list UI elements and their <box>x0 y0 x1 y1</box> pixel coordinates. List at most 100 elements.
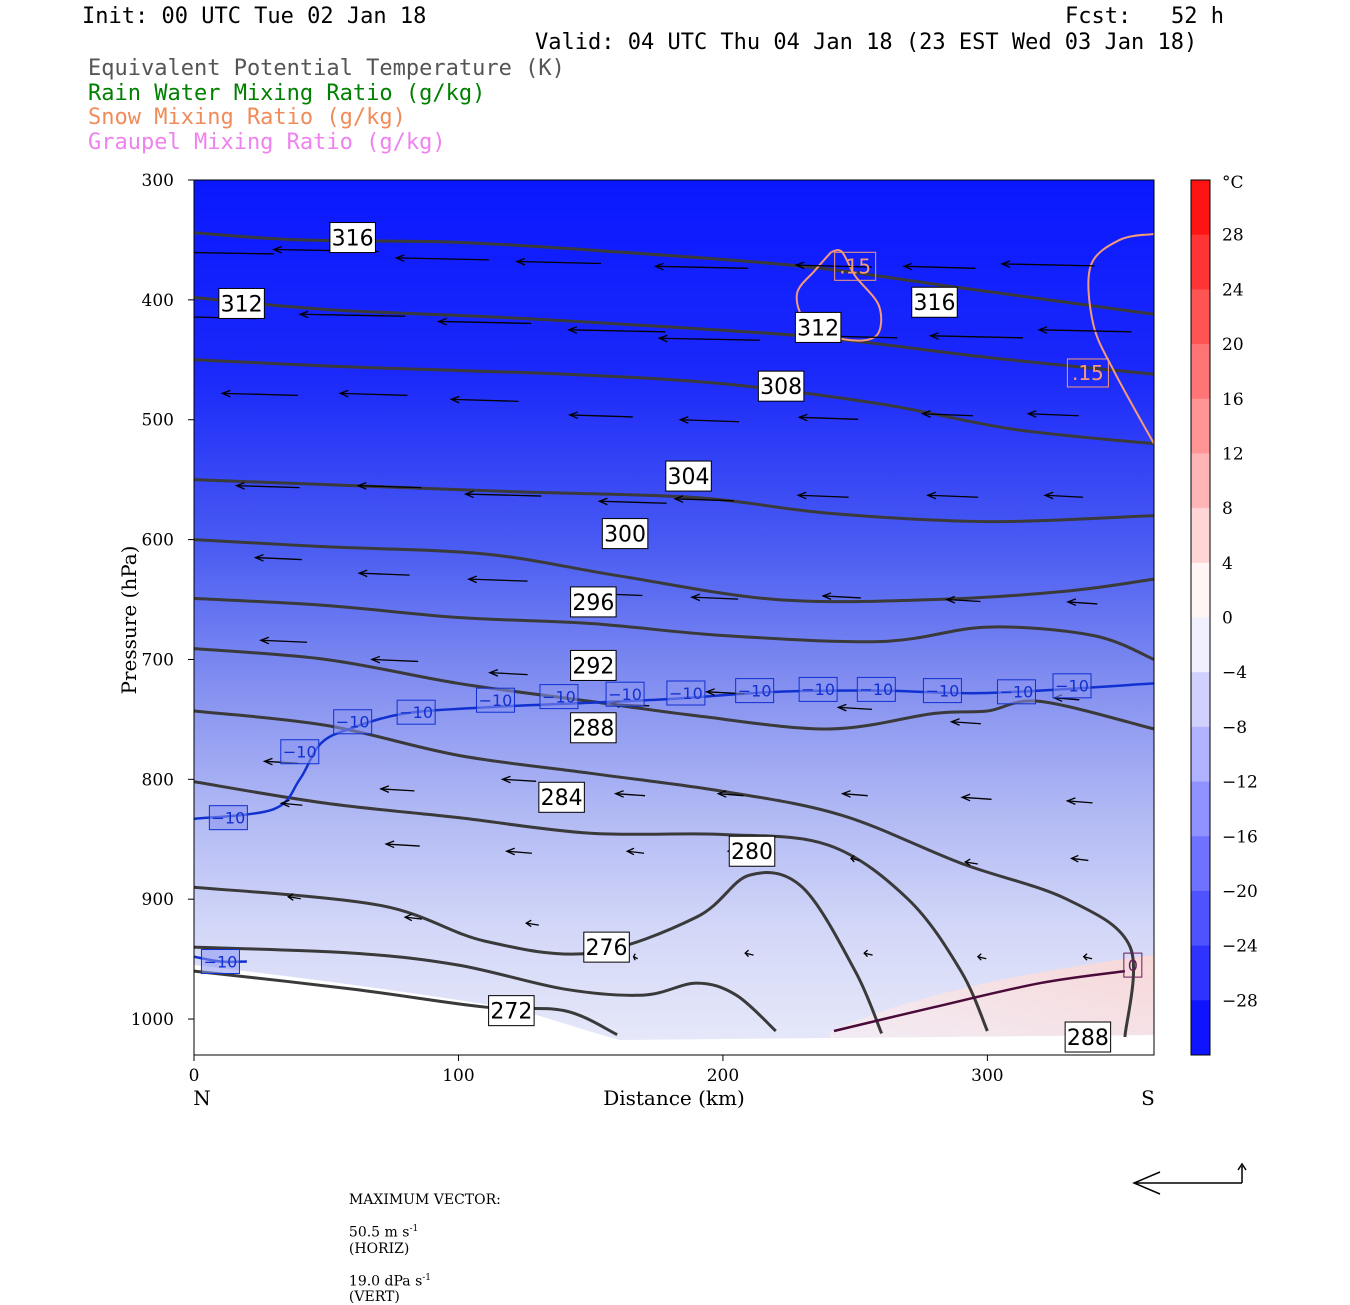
wind-vector <box>436 317 532 326</box>
temperature-label: −10 <box>1052 673 1092 699</box>
wind-vector <box>902 262 976 271</box>
legend-snow: Snow Mixing Ratio (g/kg) <box>88 105 406 130</box>
svg-text:312: 312 <box>221 292 263 317</box>
wind-vector <box>678 416 740 424</box>
colorbar-tick-label: −20 <box>1222 882 1258 902</box>
temperature-label: −10 <box>856 676 896 702</box>
colorbar-tick-label: 24 <box>1222 280 1244 300</box>
y-tick-label: 500 <box>142 411 174 431</box>
colorbar-swatch <box>1191 1000 1210 1056</box>
y-tick-label: 700 <box>142 650 174 670</box>
colorbar-tick-label: 0 <box>1222 609 1233 629</box>
legend-graupel: Graupel Mixing Ratio (g/kg) <box>88 130 446 155</box>
temperature-label: −10 <box>208 805 248 831</box>
temperature-label: −10 <box>475 687 515 713</box>
wind-vector <box>1000 260 1095 268</box>
wind-vector <box>597 497 667 506</box>
wind-vector <box>568 411 633 420</box>
colorbar-tick-label: 8 <box>1222 499 1233 519</box>
wind-vector <box>259 636 308 645</box>
y-tick-label: 600 <box>142 531 174 551</box>
max-vector-line: MAXIMUM VECTOR: 50.5 m s-1 (HORIZ) 19.0 … <box>340 1176 501 1305</box>
y-tick-label: 400 <box>142 291 174 311</box>
wind-vector <box>1037 326 1132 334</box>
svg-text:−10: −10 <box>1055 677 1089 696</box>
svg-text:−10: −10 <box>399 703 433 722</box>
svg-text:292: 292 <box>572 654 614 679</box>
colorbar-swatch <box>1191 781 1210 837</box>
colorbar-tick-label: −4 <box>1222 663 1247 683</box>
x-tick-label: 200 <box>707 1066 739 1086</box>
wind-vector <box>194 251 274 255</box>
vert-unit: (VERT) <box>348 1289 400 1305</box>
theta-e-label: 316 <box>911 286 958 318</box>
svg-text:−10: −10 <box>283 743 317 762</box>
valid-time: Valid: 04 UTC Thu 04 Jan 18 (23 EST Wed … <box>535 30 1198 55</box>
colorbar-swatch <box>1191 398 1210 454</box>
theta-e-contour-304 <box>194 478 1154 524</box>
wind-vector <box>949 718 981 726</box>
svg-text:−10: −10 <box>204 952 238 971</box>
svg-text:300: 300 <box>604 523 646 548</box>
wind-vector <box>1070 854 1089 863</box>
wind-vector <box>234 482 300 490</box>
theta-e-label: 276 <box>583 931 630 963</box>
wind-vector <box>840 790 868 798</box>
colorbar-swatch <box>1191 836 1210 892</box>
theta-e-label: 288 <box>1064 1021 1112 1053</box>
svg-text:272: 272 <box>490 1000 532 1025</box>
wind-vector <box>298 310 406 319</box>
wind-vector <box>653 262 748 271</box>
svg-text:284: 284 <box>541 786 583 811</box>
colorbar-swatch <box>1191 508 1210 564</box>
temperature-label: 0 <box>1123 952 1143 978</box>
theta-e-label: 284 <box>538 781 585 813</box>
theta-e-label: 312 <box>794 311 842 343</box>
wind-vector <box>632 953 639 961</box>
wind-vector <box>1066 598 1098 607</box>
theta-e-contour-292 <box>194 647 1154 731</box>
y-axis-label: Pressure (hPa) <box>117 546 141 695</box>
wind-vector <box>673 495 734 503</box>
theta-e-contour-308 <box>194 358 1154 446</box>
colorbar-tick-label: 28 <box>1222 226 1244 246</box>
svg-text:288: 288 <box>572 717 614 742</box>
colorbar-swatch <box>1191 672 1210 728</box>
wind-vector <box>384 840 420 849</box>
wind-vector <box>463 490 542 499</box>
temperature-label: −10 <box>666 680 706 706</box>
plot-frame <box>193 179 1155 1056</box>
colorbar-tick-label: 4 <box>1222 554 1233 574</box>
colorbar-tick-label: −8 <box>1222 718 1247 738</box>
wind-vector <box>1026 410 1079 418</box>
svg-text:308: 308 <box>760 375 802 400</box>
snow-label: .15 <box>834 251 877 281</box>
svg-text:0: 0 <box>1128 956 1138 975</box>
wind-vector <box>467 575 528 584</box>
wind-vector <box>794 261 872 270</box>
svg-text:−10: −10 <box>926 681 960 700</box>
colorbar-swatch <box>1191 945 1210 1001</box>
temperature-contour-0 <box>833 969 1126 1033</box>
legend-theta-e: Equivalent Potential Temperature (K) <box>88 56 565 81</box>
theta-e-contour-280 <box>194 871 883 1035</box>
wind-vector <box>960 793 992 802</box>
wind-vector <box>1065 797 1093 805</box>
theta-e-label: 308 <box>757 370 805 402</box>
temperature-label: −10 <box>735 678 775 704</box>
wind-vector <box>863 949 873 958</box>
svg-text:316: 316 <box>913 291 955 316</box>
wind-vector <box>964 858 978 867</box>
svg-text:−10: −10 <box>669 684 703 703</box>
temperature-label: −10 <box>798 676 838 702</box>
wind-vector <box>220 389 298 398</box>
svg-text:−10: −10 <box>801 680 835 699</box>
colorbar-tick-label: 12 <box>1222 444 1244 464</box>
theta-e-contour-284 <box>194 780 989 1032</box>
theta-e-label: 304 <box>665 460 712 492</box>
wind-vector <box>504 847 532 856</box>
terrain <box>194 965 1154 1055</box>
temperature-label: −10 <box>605 681 645 707</box>
vert-value: 19.0 dPa s <box>348 1273 423 1290</box>
temperature-label: −10 <box>396 699 436 725</box>
